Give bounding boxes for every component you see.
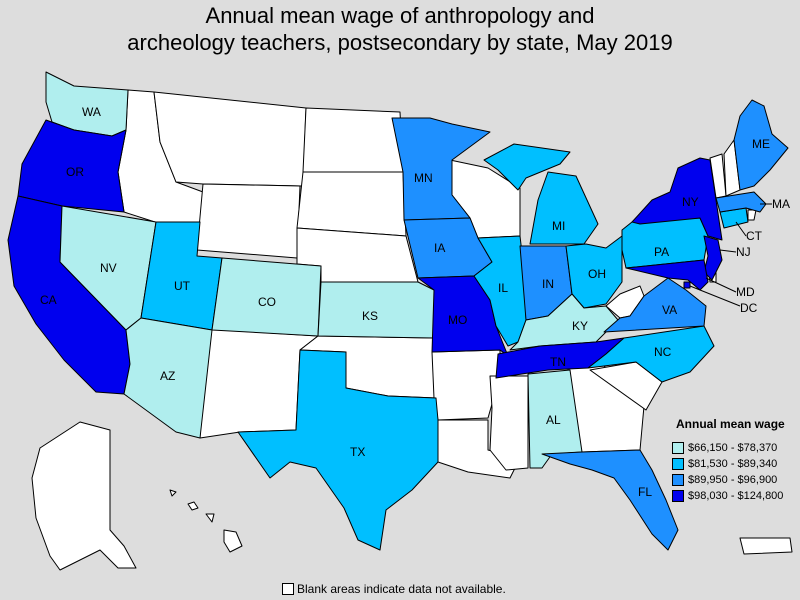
data-states (7, 71, 789, 551)
legend-item-4: $98,030 - $124,800 (672, 489, 785, 503)
state-RI[interactable] (747, 209, 757, 221)
state-SD[interactable] (296, 171, 407, 237)
legend-label-2: $81,530 - $89,340 (688, 458, 778, 470)
label-KS: KS (362, 309, 378, 323)
legend-swatch-2 (672, 458, 684, 470)
label-UT: UT (174, 279, 191, 293)
state-NC[interactable] (587, 325, 715, 383)
label-MI: MI (552, 219, 565, 233)
legend-item-1: $66,150 - $78,370 (672, 441, 785, 455)
label-MA: MA (772, 197, 790, 211)
legend-swatch-4 (672, 490, 684, 502)
territory-PR[interactable] (739, 537, 793, 555)
label-CT: CT (746, 229, 763, 243)
label-ME: ME (752, 137, 770, 151)
label-NC: NC (654, 345, 672, 359)
state-ME[interactable] (733, 99, 789, 191)
label-TX: TX (350, 445, 365, 459)
state-TX[interactable] (237, 349, 439, 551)
nj-callout-line (719, 249, 737, 253)
state-ND[interactable] (302, 107, 404, 173)
ct-callout-line (735, 221, 747, 237)
label-WA: WA (82, 105, 101, 119)
label-OR: OR (66, 165, 84, 179)
state-AZ[interactable] (123, 317, 213, 439)
label-KY: KY (572, 319, 588, 333)
label-IN: IN (542, 277, 554, 291)
state-KY[interactable] (509, 293, 619, 351)
dc-callout-line (689, 285, 741, 307)
label-NY: NY (682, 195, 699, 209)
state-MT[interactable] (153, 91, 307, 187)
label-OH: OH (588, 267, 606, 281)
label-CO: CO (258, 295, 276, 309)
legend-label-4: $98,030 - $124,800 (688, 490, 784, 502)
label-TN: TN (550, 355, 566, 369)
label-AZ: AZ (160, 369, 175, 383)
state-labels: WA OR CA NV UT AZ CO KS TX MN IA MO IL I… (40, 105, 790, 499)
legend-title: Annual mean wage (676, 417, 785, 431)
map-title: Annual mean wage of anthropology and arc… (0, 2, 800, 56)
label-MO: MO (448, 313, 467, 327)
no-data-states (31, 89, 793, 571)
footnote-text: Blank areas indicate data not available. (297, 582, 506, 596)
state-MS[interactable] (489, 375, 529, 471)
label-VA: VA (662, 303, 677, 317)
state-OR[interactable] (17, 119, 127, 213)
label-AL: AL (546, 413, 561, 427)
label-PA: PA (654, 245, 669, 259)
label-IL: IL (498, 281, 508, 295)
label-NJ: NJ (736, 245, 751, 259)
legend-label-3: $89,950 - $96,900 (688, 474, 778, 486)
legend-swatch-3 (672, 474, 684, 486)
state-FL[interactable] (541, 449, 679, 551)
state-AR[interactable] (431, 349, 501, 421)
state-DC[interactable] (683, 281, 691, 289)
label-IA: IA (434, 241, 445, 255)
state-NJ[interactable] (703, 235, 723, 281)
label-DC: DC (740, 301, 758, 315)
map-legend: Annual mean wage $66,150 - $78,370 $81,5… (672, 417, 785, 505)
state-MA[interactable] (715, 191, 767, 213)
label-CA: CA (40, 293, 57, 307)
label-FL: FL (638, 485, 652, 499)
callout-lines (689, 203, 772, 307)
legend-label-1: $66,150 - $78,370 (688, 442, 778, 454)
no-data-swatch (282, 583, 294, 595)
legend-item-2: $81,530 - $89,340 (672, 457, 785, 471)
legend-item-3: $89,950 - $96,900 (672, 473, 785, 487)
label-NV: NV (100, 261, 117, 275)
md-callout-line (705, 277, 737, 293)
state-HI[interactable] (169, 489, 243, 553)
map-title-line-2: archeology teachers, postsecondary by st… (127, 30, 673, 55)
label-MN: MN (414, 171, 433, 185)
legend-swatch-1 (672, 442, 684, 454)
state-NY[interactable] (631, 157, 723, 241)
state-MN[interactable] (391, 117, 491, 221)
map-title-line-1: Annual mean wage of anthropology and (205, 3, 595, 28)
label-MD: MD (736, 285, 755, 299)
state-AK[interactable] (31, 421, 137, 571)
footnote: Blank areas indicate data not available. (282, 582, 506, 596)
state-WY[interactable] (196, 183, 301, 259)
